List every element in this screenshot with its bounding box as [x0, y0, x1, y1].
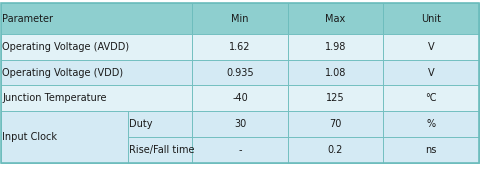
Bar — [384, 60, 479, 86]
Text: 125: 125 — [326, 93, 345, 103]
Bar — [288, 34, 384, 60]
Text: Parameter: Parameter — [2, 14, 53, 24]
Text: 1.62: 1.62 — [229, 42, 251, 52]
Bar — [192, 86, 288, 111]
Text: °C: °C — [425, 93, 437, 103]
Text: Duty: Duty — [129, 119, 152, 129]
Bar — [288, 86, 384, 111]
Text: ns: ns — [425, 145, 437, 155]
Text: 30: 30 — [234, 119, 246, 129]
Text: 0.935: 0.935 — [226, 68, 254, 78]
Bar — [128, 111, 192, 137]
Bar — [384, 137, 479, 163]
Text: %: % — [426, 119, 436, 129]
Bar — [288, 3, 384, 34]
Bar — [384, 86, 479, 111]
Bar — [384, 34, 479, 60]
Text: V: V — [428, 68, 434, 78]
Bar — [192, 34, 288, 60]
Text: Rise/Fall time: Rise/Fall time — [129, 145, 194, 155]
Text: Min: Min — [231, 14, 249, 24]
Bar — [192, 60, 288, 86]
Bar — [192, 111, 288, 137]
Bar — [384, 3, 479, 34]
Text: Operating Voltage (VDD): Operating Voltage (VDD) — [2, 68, 123, 78]
Bar — [1, 34, 192, 60]
Text: 70: 70 — [329, 119, 342, 129]
Bar — [1, 86, 192, 111]
Text: Operating Voltage (AVDD): Operating Voltage (AVDD) — [2, 42, 129, 52]
Bar — [1, 111, 128, 163]
Text: V: V — [428, 42, 434, 52]
Bar — [1, 60, 192, 86]
Bar — [192, 137, 288, 163]
Text: 1.08: 1.08 — [325, 68, 346, 78]
Text: Max: Max — [325, 14, 346, 24]
Bar — [288, 137, 384, 163]
Text: Input Clock: Input Clock — [2, 132, 57, 142]
Bar — [1, 3, 479, 163]
Text: Unit: Unit — [421, 14, 441, 24]
Bar — [384, 111, 479, 137]
Bar — [1, 3, 192, 34]
Text: -40: -40 — [232, 93, 248, 103]
Bar — [128, 137, 192, 163]
Bar — [288, 111, 384, 137]
Bar — [288, 60, 384, 86]
Bar — [192, 3, 288, 34]
Text: 1.98: 1.98 — [325, 42, 346, 52]
Text: Junction Temperature: Junction Temperature — [2, 93, 107, 103]
Text: -: - — [238, 145, 242, 155]
Text: 0.2: 0.2 — [328, 145, 343, 155]
